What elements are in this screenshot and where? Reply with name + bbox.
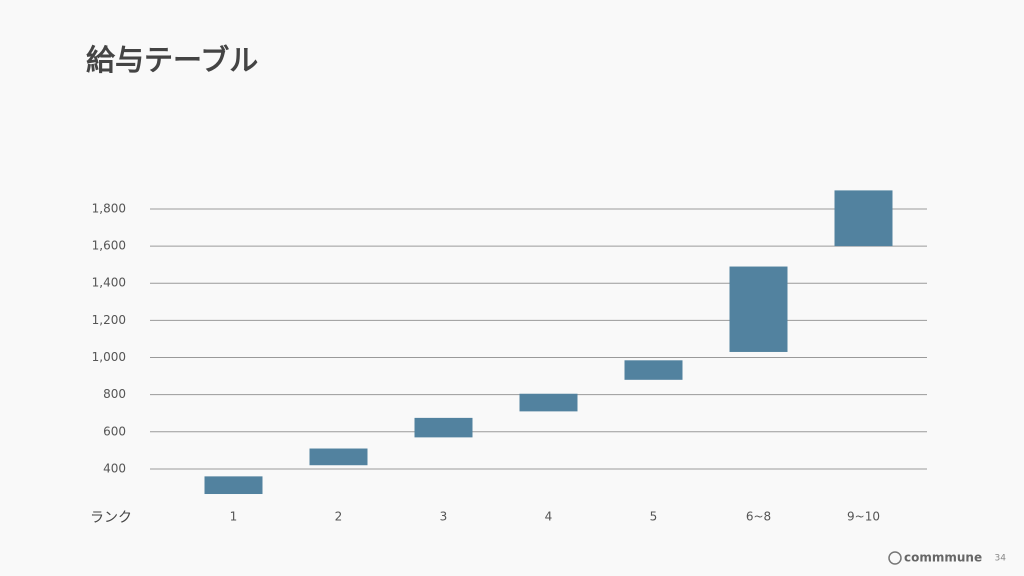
bar: [204, 476, 263, 495]
x-tick-label: 4: [545, 510, 553, 524]
bar: [624, 360, 683, 380]
x-tick-label: 5: [650, 510, 658, 524]
logo: commmune: [904, 551, 982, 565]
x-tick-label: 2: [335, 510, 343, 524]
y-tick-label: 800: [103, 387, 126, 401]
x-tick-label: 1: [230, 510, 238, 524]
y-tick-label: 1,600: [92, 239, 126, 253]
x-axis-label: ランク: [90, 510, 132, 526]
y-tick-label: 600: [103, 424, 126, 438]
y-tick-label: 1,800: [92, 201, 126, 215]
logo-icon: [888, 551, 902, 565]
x-tick-label: 3: [440, 510, 448, 524]
bar: [729, 266, 788, 352]
x-tick-label: 9~10: [847, 510, 880, 524]
page-number: 34: [995, 554, 1007, 564]
bar: [519, 393, 578, 412]
y-tick-label: 400: [103, 461, 126, 475]
y-tick-label: 1,000: [92, 350, 126, 364]
y-tick-label: 1,400: [92, 276, 126, 290]
bar: [309, 448, 368, 466]
bar: [834, 190, 893, 247]
y-tick-label: 1,200: [92, 313, 126, 327]
x-tick-label: 6~8: [746, 510, 771, 524]
slide-title: 給与テーブル: [86, 43, 258, 77]
bar: [414, 417, 473, 438]
